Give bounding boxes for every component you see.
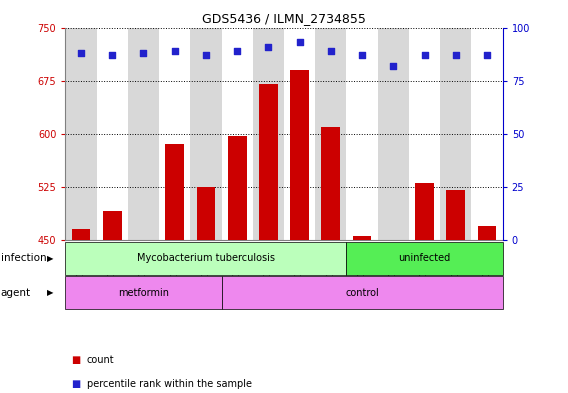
Bar — [65, 28, 97, 240]
Bar — [197, 187, 215, 240]
Point — [170, 48, 179, 54]
Point — [202, 52, 211, 58]
Bar — [222, 276, 503, 309]
Text: Mycobacterium tuberculosis: Mycobacterium tuberculosis — [137, 253, 275, 263]
Text: count: count — [87, 355, 115, 365]
Point — [76, 50, 86, 56]
Bar — [353, 236, 371, 240]
Point — [326, 48, 335, 54]
Bar — [346, 28, 378, 240]
Bar — [440, 28, 471, 240]
Point — [264, 44, 273, 50]
Bar — [103, 211, 122, 240]
Bar — [65, 276, 222, 309]
Point — [358, 52, 367, 58]
Bar — [165, 144, 184, 240]
Bar — [128, 28, 159, 240]
Bar — [321, 127, 340, 240]
Text: infection: infection — [1, 253, 46, 263]
Bar — [478, 226, 496, 240]
Text: agent: agent — [1, 288, 31, 298]
Point — [389, 62, 398, 69]
Bar — [65, 242, 346, 275]
Point — [108, 52, 117, 58]
Bar — [72, 229, 90, 240]
Point — [451, 52, 460, 58]
Point — [295, 39, 304, 46]
Text: percentile rank within the sample: percentile rank within the sample — [87, 379, 252, 389]
Bar — [471, 28, 503, 240]
Text: uninfected: uninfected — [399, 253, 450, 263]
Bar — [97, 28, 128, 240]
Bar — [190, 28, 222, 240]
Point — [420, 52, 429, 58]
Bar — [222, 28, 253, 240]
Text: ■: ■ — [71, 355, 80, 365]
Text: control: control — [345, 288, 379, 298]
Text: ▶: ▶ — [47, 288, 53, 297]
Text: metformin: metformin — [118, 288, 169, 298]
Bar — [228, 136, 247, 240]
Bar — [284, 28, 315, 240]
Bar — [315, 28, 346, 240]
Bar — [446, 190, 465, 240]
Bar — [378, 28, 409, 240]
Title: GDS5436 / ILMN_2734855: GDS5436 / ILMN_2734855 — [202, 12, 366, 25]
Bar — [415, 183, 434, 240]
Bar — [253, 28, 284, 240]
Bar — [346, 242, 503, 275]
Bar — [290, 70, 309, 240]
Bar — [159, 28, 190, 240]
Text: ▶: ▶ — [47, 254, 53, 263]
Text: ■: ■ — [71, 379, 80, 389]
Point — [233, 48, 242, 54]
Bar — [259, 84, 278, 240]
Bar — [409, 28, 440, 240]
Point — [139, 50, 148, 56]
Point — [483, 52, 492, 58]
